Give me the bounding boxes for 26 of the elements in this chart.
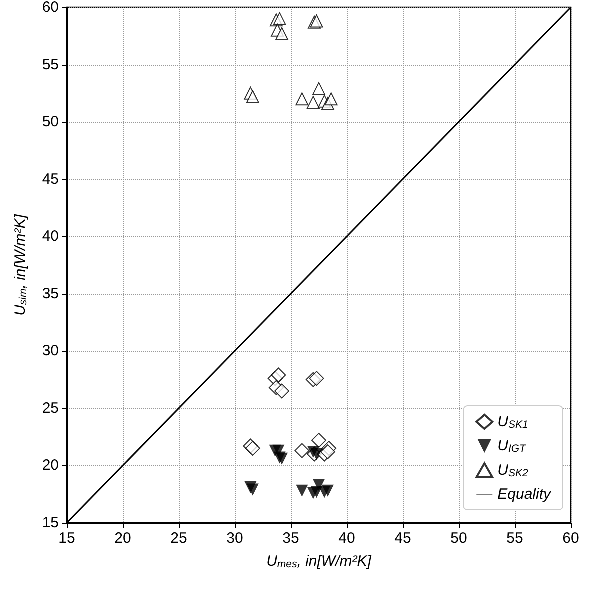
y-tick-label: 55 [42,56,59,74]
x-tick-label: 45 [394,530,412,547]
y-tick-label: 50 [42,114,59,131]
y-tick-label: 60 [42,0,59,16]
y-tick-label: 25 [42,400,59,417]
x-tick-label: 30 [226,530,244,547]
x-tick-label: 40 [338,530,356,547]
x-axis-title: Umes, in[W/m²K] [266,553,372,570]
legend-label: USK2 [498,462,528,480]
y-tick-label: 45 [42,170,59,188]
x-tick-label: 25 [170,530,188,547]
y-tick-label: 30 [42,342,59,360]
x-tick-label: 60 [562,530,580,547]
x-tick-label: 35 [282,530,300,547]
x-tick-label: 50 [450,530,468,547]
y-axis-title: Usim, in[W/m²K] [12,214,30,316]
y-tick-label: 35 [42,285,59,302]
x-tick-label: 55 [506,530,524,547]
legend-label: UIGT [498,438,528,455]
y-tick-label: 40 [42,228,59,246]
x-tick-label: 20 [114,530,132,547]
legend-label: Equality [498,486,552,503]
y-tick-label: 15 [42,514,59,532]
legend-label: USK1 [498,414,528,431]
x-tick-label: 15 [58,530,76,547]
y-tick-label: 20 [42,457,59,474]
